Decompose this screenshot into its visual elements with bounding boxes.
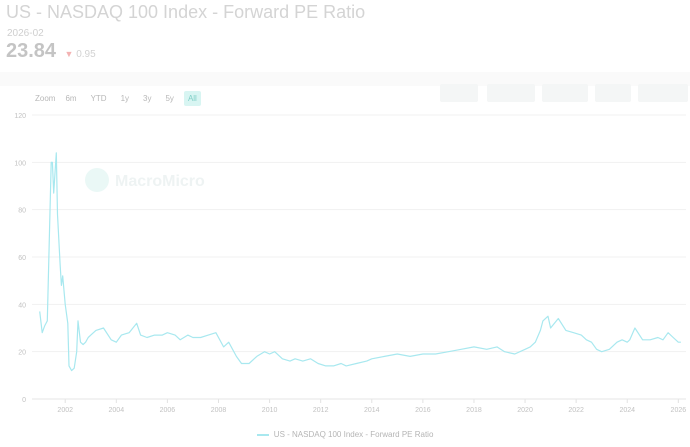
x-tick-label: 2020: [517, 407, 533, 414]
header-band: [0, 72, 690, 86]
toolbar-button-2[interactable]: [487, 84, 535, 102]
zoom-5y-button[interactable]: 5y: [165, 94, 174, 103]
x-tick-label: 2026: [671, 407, 687, 414]
zoom-3y-button[interactable]: 3y: [143, 94, 152, 103]
x-tick-label: 2018: [466, 407, 482, 414]
x-tick-label: 2024: [619, 407, 635, 414]
x-tick-label: 2006: [160, 407, 176, 414]
zoom-all-button[interactable]: All: [183, 91, 201, 106]
legend[interactable]: US - NASDAQ 100 Index - Forward PE Ratio: [0, 430, 690, 439]
value-change: ▼ 0.95: [65, 49, 96, 60]
macromicro-logo-icon: [85, 168, 109, 192]
x-tick-label: 2010: [262, 407, 278, 414]
toolbar-button-3[interactable]: [542, 84, 588, 102]
zoom-1y-button[interactable]: 1y: [120, 94, 130, 103]
x-tick-label: 2004: [109, 407, 125, 414]
series-line: [39, 152, 681, 372]
watermark: MacroMicro: [85, 168, 205, 192]
x-tick-label: 2002: [57, 407, 73, 414]
y-tick-label: 40: [18, 302, 26, 309]
latest-date: 2026-02: [7, 28, 44, 39]
grid-lines: [32, 114, 686, 400]
y-tick-label: 60: [18, 255, 26, 262]
toolbar-button-4[interactable]: [595, 84, 631, 102]
latest-value: 23.84: [6, 40, 57, 62]
y-tick-label: 80: [18, 208, 26, 215]
x-tick-label: 2008: [211, 407, 227, 414]
down-arrow-icon: ▼: [64, 49, 74, 59]
latest-value-row: 23.84 ▼ 0.95: [6, 40, 96, 63]
x-axis: 2002 2004 2006 2008 2010 2012 2014 2016 2018 2020…: [32, 398, 687, 414]
y-tick-label: 20: [18, 350, 26, 357]
y-axis: 0 20 40 60 80 100 120: [14, 113, 26, 404]
change-amount: 0.95: [76, 49, 96, 60]
x-tick-label: 2014: [364, 407, 380, 414]
watermark-text: MacroMicro: [115, 173, 205, 190]
zoom-bar: Zoom 6m YTD 1y 3y 5y All: [35, 91, 207, 106]
chart-title: US - NASDAQ 100 Index - Forward PE Ratio: [6, 2, 366, 22]
y-tick-label: 120: [14, 113, 26, 120]
x-tick-label: 2022: [568, 407, 584, 414]
zoom-6m-button[interactable]: 6m: [65, 94, 77, 103]
x-tick-label: 2016: [415, 407, 431, 414]
legend-label: US - NASDAQ 100 Index - Forward PE Ratio: [273, 430, 434, 439]
toolbar-button-1[interactable]: [440, 84, 478, 102]
zoom-ytd-button[interactable]: YTD: [90, 94, 107, 103]
toolbar-button-5[interactable]: [638, 84, 688, 102]
y-tick-label: 0: [22, 397, 26, 404]
y-tick-label: 100: [14, 160, 26, 167]
legend-swatch: [256, 433, 269, 436]
zoom-label: Zoom: [35, 94, 56, 103]
x-tick-label: 2012: [313, 407, 329, 414]
